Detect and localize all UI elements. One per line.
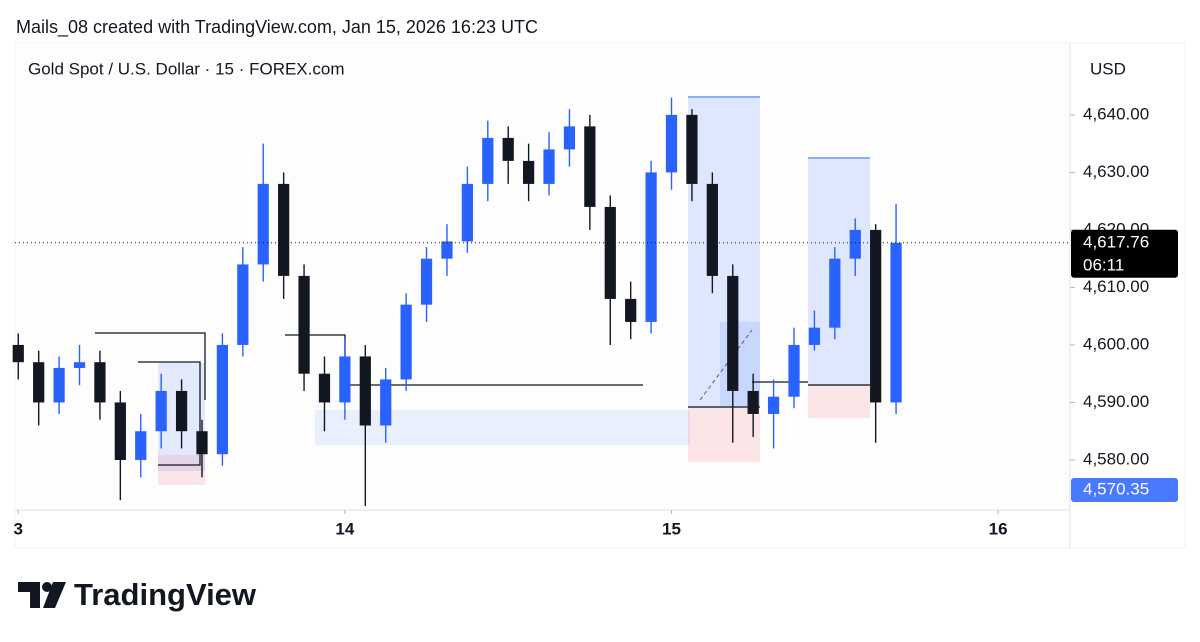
- logo-mark: [18, 582, 40, 608]
- y-tick-label: 4,580.00: [1083, 449, 1149, 468]
- y-tick-label: 4,610.00: [1083, 277, 1149, 296]
- candle-body: [298, 275, 310, 374]
- logo-mark: [43, 582, 66, 608]
- candle-body: [73, 362, 86, 368]
- x-tick-label: 16: [989, 519, 1008, 538]
- bid-price-label: 4,570.35: [1083, 479, 1149, 498]
- x-tick-label: 15: [662, 519, 681, 538]
- candle-body: [135, 431, 147, 460]
- candle-body: [645, 172, 657, 322]
- candle-body: [278, 183, 290, 276]
- candle-body: [420, 258, 433, 305]
- candle-body: [890, 242, 902, 403]
- projection-line: [699, 329, 753, 401]
- candle-body: [257, 183, 269, 265]
- candle-body: [114, 402, 126, 460]
- y-tick-label: 4,630.00: [1083, 162, 1149, 181]
- logo-text: TradingView: [74, 577, 257, 612]
- candle-body: [216, 344, 229, 455]
- chart-title: Gold Spot / U.S. Dollar · 15 · FOREX.com: [28, 59, 344, 78]
- candle-body: [543, 149, 555, 184]
- candle-body: [625, 298, 637, 322]
- drawings: [95, 96, 870, 485]
- candle-body: [482, 137, 494, 184]
- currency-box: [1078, 50, 1176, 88]
- level-line: [138, 361, 201, 466]
- candle-body: [563, 126, 576, 150]
- last-price-label: 4,617.76: [1083, 232, 1149, 251]
- candle-body: [53, 367, 65, 403]
- candle-body: [318, 373, 331, 403]
- candle-body: [686, 114, 698, 184]
- candle-body: [380, 379, 392, 426]
- header: Mails_08 created with TradingView.com, J…: [16, 17, 538, 38]
- y-tick-label: 4,640.00: [1083, 104, 1149, 123]
- candle-body: [359, 356, 371, 426]
- candle-body: [829, 258, 841, 328]
- candle-body: [461, 183, 473, 242]
- candle-body: [788, 344, 800, 397]
- x-tick-label: 14: [335, 519, 354, 538]
- candle-body: [33, 362, 45, 403]
- candle-body: [523, 160, 535, 184]
- candle-body: [12, 344, 24, 363]
- logo: [18, 582, 66, 608]
- countdown-label: 06:11: [1083, 255, 1124, 274]
- logo-dot: [42, 582, 52, 592]
- candle-body: [767, 396, 780, 414]
- level-line: [95, 332, 206, 400]
- last-price-badge: [1071, 229, 1178, 278]
- candle-body: [155, 390, 167, 432]
- y-tick-label: 4,590.00: [1083, 392, 1149, 411]
- candle-body: [849, 229, 861, 259]
- long-stop-zone: [808, 385, 870, 418]
- candle-body: [584, 126, 596, 207]
- demand-zone: [315, 410, 690, 445]
- candle-body: [706, 183, 718, 276]
- bid-price-badge: [1071, 478, 1178, 502]
- candle-body: [339, 356, 351, 403]
- candle-body: [808, 327, 821, 345]
- candle-body: [441, 241, 453, 259]
- candle-body: [400, 304, 412, 380]
- candle-body: [604, 206, 616, 299]
- candle-body: [747, 390, 759, 414]
- candles: [12, 97, 902, 506]
- long-stop-zone: [688, 407, 760, 462]
- y-tick-label: 4,600.00: [1083, 334, 1149, 353]
- stop-zone: [158, 455, 205, 485]
- candle-body: [502, 137, 514, 161]
- currency: USD: [1090, 59, 1126, 78]
- long-target-zone: [688, 97, 760, 407]
- candle-body: [196, 431, 208, 455]
- candle-body: [175, 390, 188, 432]
- candle-body: [237, 264, 249, 345]
- candle-body: [870, 229, 882, 403]
- candle-body: [665, 114, 678, 173]
- candle-body: [94, 362, 106, 403]
- x-tick-label: 3: [14, 519, 23, 538]
- candle-body: [727, 275, 739, 391]
